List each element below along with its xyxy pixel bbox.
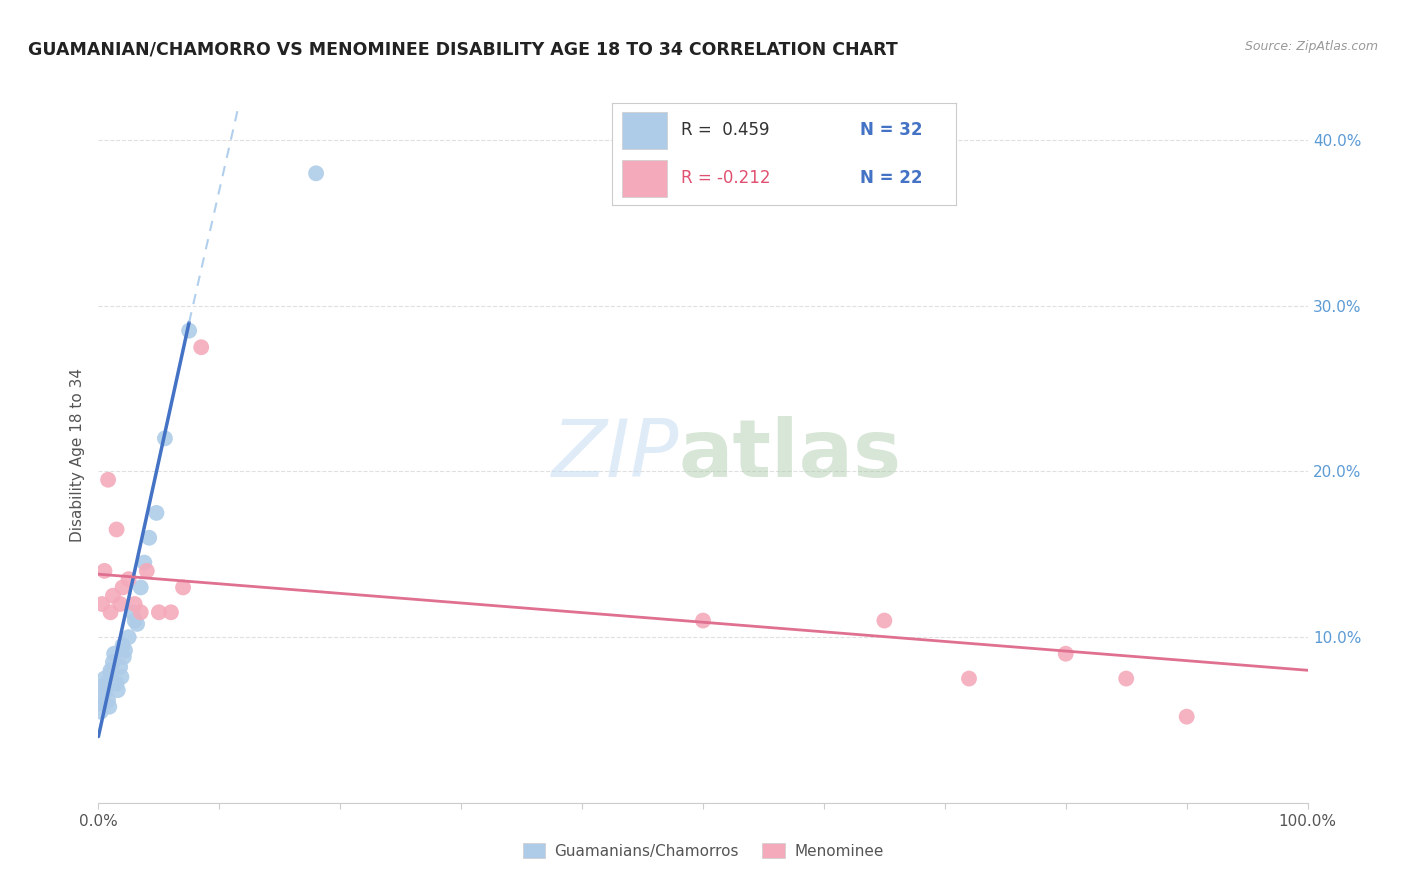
- Point: [97, 473, 120, 487]
- Point: [100, 666, 122, 681]
- Point: [124, 597, 146, 611]
- Y-axis label: Disability Age 18 to 34: Disability Age 18 to 34: [70, 368, 86, 542]
- Text: N = 22: N = 22: [859, 169, 922, 187]
- Point: [153, 431, 176, 445]
- Point: [91, 597, 114, 611]
- Point: [190, 340, 212, 354]
- Point: [103, 647, 125, 661]
- Point: [93, 697, 115, 711]
- Bar: [621, 112, 666, 149]
- Point: [108, 660, 131, 674]
- Point: [1175, 709, 1198, 723]
- Point: [121, 605, 143, 619]
- Point: [172, 581, 194, 595]
- Point: [101, 655, 124, 669]
- Point: [305, 166, 328, 180]
- Point: [91, 680, 114, 694]
- Point: [127, 616, 149, 631]
- Point: [957, 672, 980, 686]
- Point: [138, 531, 160, 545]
- Point: [1115, 672, 1137, 686]
- Point: [93, 564, 115, 578]
- Legend: Guamanians/Chamorros, Menominee: Guamanians/Chamorros, Menominee: [516, 837, 890, 864]
- Point: [98, 699, 121, 714]
- Text: atlas: atlas: [679, 416, 901, 494]
- Point: [91, 688, 114, 702]
- Point: [93, 672, 115, 686]
- Text: R = -0.212: R = -0.212: [681, 169, 770, 187]
- Point: [129, 605, 152, 619]
- Point: [94, 683, 117, 698]
- Point: [179, 324, 201, 338]
- Bar: [621, 160, 666, 197]
- Point: [108, 597, 131, 611]
- Point: [89, 697, 111, 711]
- Point: [114, 643, 136, 657]
- Point: [96, 676, 118, 690]
- Text: GUAMANIAN/CHAMORRO VS MENOMINEE DISABILITY AGE 18 TO 34 CORRELATION CHART: GUAMANIAN/CHAMORRO VS MENOMINEE DISABILI…: [28, 40, 898, 58]
- Text: N = 32: N = 32: [859, 121, 922, 139]
- Point: [105, 523, 128, 537]
- Point: [129, 581, 152, 595]
- Point: [90, 705, 112, 719]
- Point: [111, 581, 134, 595]
- Point: [111, 639, 134, 653]
- Point: [134, 556, 156, 570]
- Point: [110, 670, 132, 684]
- Point: [105, 676, 128, 690]
- Point: [97, 693, 120, 707]
- Point: [873, 614, 896, 628]
- Point: [148, 605, 170, 619]
- Point: [118, 572, 141, 586]
- Point: [692, 614, 714, 628]
- Point: [112, 650, 135, 665]
- Point: [1054, 647, 1077, 661]
- Point: [118, 630, 141, 644]
- Point: [100, 605, 122, 619]
- Point: [135, 564, 157, 578]
- Point: [101, 589, 124, 603]
- Text: Source: ZipAtlas.com: Source: ZipAtlas.com: [1244, 40, 1378, 54]
- Point: [160, 605, 183, 619]
- Point: [107, 683, 129, 698]
- Text: R =  0.459: R = 0.459: [681, 121, 769, 139]
- Point: [145, 506, 167, 520]
- Point: [124, 614, 146, 628]
- Text: ZIP: ZIP: [551, 416, 679, 494]
- Point: [100, 663, 122, 677]
